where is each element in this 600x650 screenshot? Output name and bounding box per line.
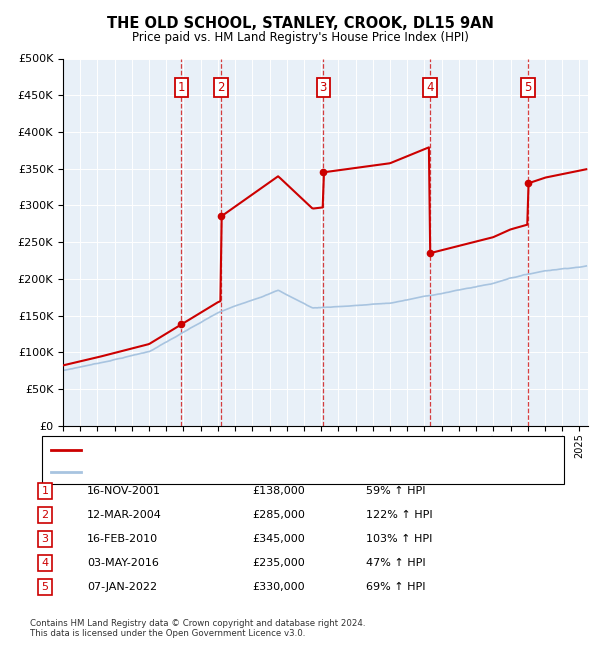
Text: THE OLD SCHOOL, STANLEY, CROOK, DL15 9AN: THE OLD SCHOOL, STANLEY, CROOK, DL15 9AN bbox=[107, 16, 493, 31]
Text: 07-JAN-2022: 07-JAN-2022 bbox=[87, 582, 157, 592]
Text: £330,000: £330,000 bbox=[252, 582, 305, 592]
Text: £138,000: £138,000 bbox=[252, 486, 305, 496]
Text: Contains HM Land Registry data © Crown copyright and database right 2024.
This d: Contains HM Land Registry data © Crown c… bbox=[30, 619, 365, 638]
Text: 2: 2 bbox=[41, 510, 49, 520]
Text: 122% ↑ HPI: 122% ↑ HPI bbox=[366, 510, 433, 520]
Text: 47% ↑ HPI: 47% ↑ HPI bbox=[366, 558, 425, 568]
Text: 4: 4 bbox=[427, 81, 434, 94]
Text: 3: 3 bbox=[41, 534, 49, 544]
Text: 12-MAR-2004: 12-MAR-2004 bbox=[87, 510, 162, 520]
Text: £285,000: £285,000 bbox=[252, 510, 305, 520]
Text: £235,000: £235,000 bbox=[252, 558, 305, 568]
Text: 1: 1 bbox=[178, 81, 185, 94]
Text: 16-NOV-2001: 16-NOV-2001 bbox=[87, 486, 161, 496]
Text: 5: 5 bbox=[41, 582, 49, 592]
Text: THE OLD SCHOOL, STANLEY, CROOK, DL15 9AN (detached house): THE OLD SCHOOL, STANLEY, CROOK, DL15 9AN… bbox=[87, 445, 409, 455]
Text: 03-MAY-2016: 03-MAY-2016 bbox=[87, 558, 159, 568]
Text: 69% ↑ HPI: 69% ↑ HPI bbox=[366, 582, 425, 592]
Text: 59% ↑ HPI: 59% ↑ HPI bbox=[366, 486, 425, 496]
Text: 1: 1 bbox=[41, 486, 49, 496]
Text: 16-FEB-2010: 16-FEB-2010 bbox=[87, 534, 158, 544]
Text: 2: 2 bbox=[217, 81, 225, 94]
Text: 103% ↑ HPI: 103% ↑ HPI bbox=[366, 534, 433, 544]
Text: £345,000: £345,000 bbox=[252, 534, 305, 544]
Text: Price paid vs. HM Land Registry's House Price Index (HPI): Price paid vs. HM Land Registry's House … bbox=[131, 31, 469, 44]
Text: 4: 4 bbox=[41, 558, 49, 568]
Text: 5: 5 bbox=[524, 81, 532, 94]
Text: 3: 3 bbox=[320, 81, 327, 94]
Text: HPI: Average price, detached house, County Durham: HPI: Average price, detached house, Coun… bbox=[87, 467, 345, 477]
